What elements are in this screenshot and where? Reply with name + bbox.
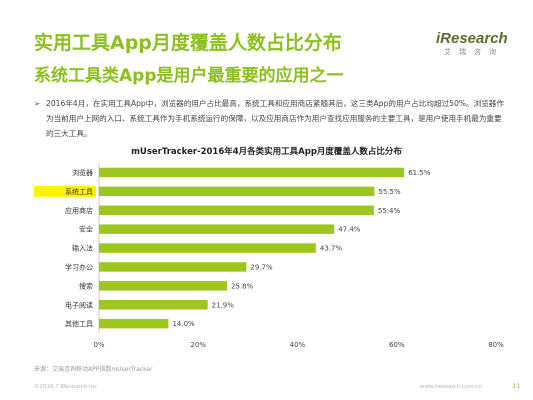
highlight-box	[34, 185, 96, 197]
category-label: 浏览器	[72, 168, 93, 177]
summary-bullet: ➢ 2016年4月，在实用工具App中，浏览器的用户占比最高，系统工具和应用商店…	[34, 96, 504, 141]
data-label: 21.9%	[212, 301, 235, 309]
category-label: 输入法	[72, 244, 93, 253]
copyright: ©2016.7 iResearch Inc	[34, 384, 98, 390]
x-tick-label: 0%	[93, 341, 104, 349]
source-note: 来源：艾瑞咨询移动APP指数mUserTracker	[34, 366, 153, 373]
category-label: 搜索	[79, 281, 93, 290]
bar	[99, 224, 335, 234]
data-label: 14.0%	[172, 320, 195, 328]
summary-text: 2016年4月，在实用工具App中，浏览器的用户占比最高，系统工具和应用商店紧随…	[46, 99, 504, 138]
bar	[99, 243, 316, 253]
data-label: 25.8%	[231, 282, 254, 290]
category-label: 其他工具	[65, 319, 93, 328]
x-tick-label: 80%	[488, 341, 504, 349]
logo-subtext: 艾瑞咨询	[444, 48, 504, 56]
x-tick-label: 60%	[389, 341, 405, 349]
iresearch-logo: iResearch 艾瑞咨询	[436, 30, 528, 60]
data-label: 55.4%	[378, 207, 401, 215]
bar	[99, 186, 375, 197]
bar	[99, 262, 247, 272]
data-label: 55.5%	[378, 188, 401, 196]
category-label: 安全	[79, 225, 93, 234]
logo-text: iResearch	[436, 30, 508, 47]
bullet-arrow-icon: ➢	[34, 99, 41, 108]
data-label: 29.7%	[250, 263, 273, 271]
chart-title: mUserTracker-2016年4月各类实用工具App月度覆盖人数占比分布	[131, 147, 402, 157]
bar	[99, 318, 169, 329]
data-label: 47.4%	[338, 226, 361, 234]
category-label: 系统工具	[65, 187, 93, 196]
x-tick-label: 20%	[190, 341, 206, 349]
x-tick-label: 40%	[290, 341, 306, 349]
bar	[99, 281, 228, 291]
website: www.iresearch.com.cn	[420, 384, 482, 390]
page-title: 实用工具App月度覆盖人数占比分布	[34, 32, 342, 54]
data-label: 43.7%	[320, 245, 343, 253]
bar	[99, 205, 374, 215]
bar	[99, 300, 208, 310]
page-subtitle: 系统工具类App是用户最重要的应用之一	[34, 66, 344, 86]
category-label: 应用商店	[65, 206, 93, 215]
data-label: 61.5%	[408, 169, 431, 177]
category-label: 电子阅读	[65, 300, 93, 309]
category-label: 学习办公	[65, 262, 93, 271]
bar	[99, 167, 405, 178]
page-number: 11	[512, 382, 521, 390]
